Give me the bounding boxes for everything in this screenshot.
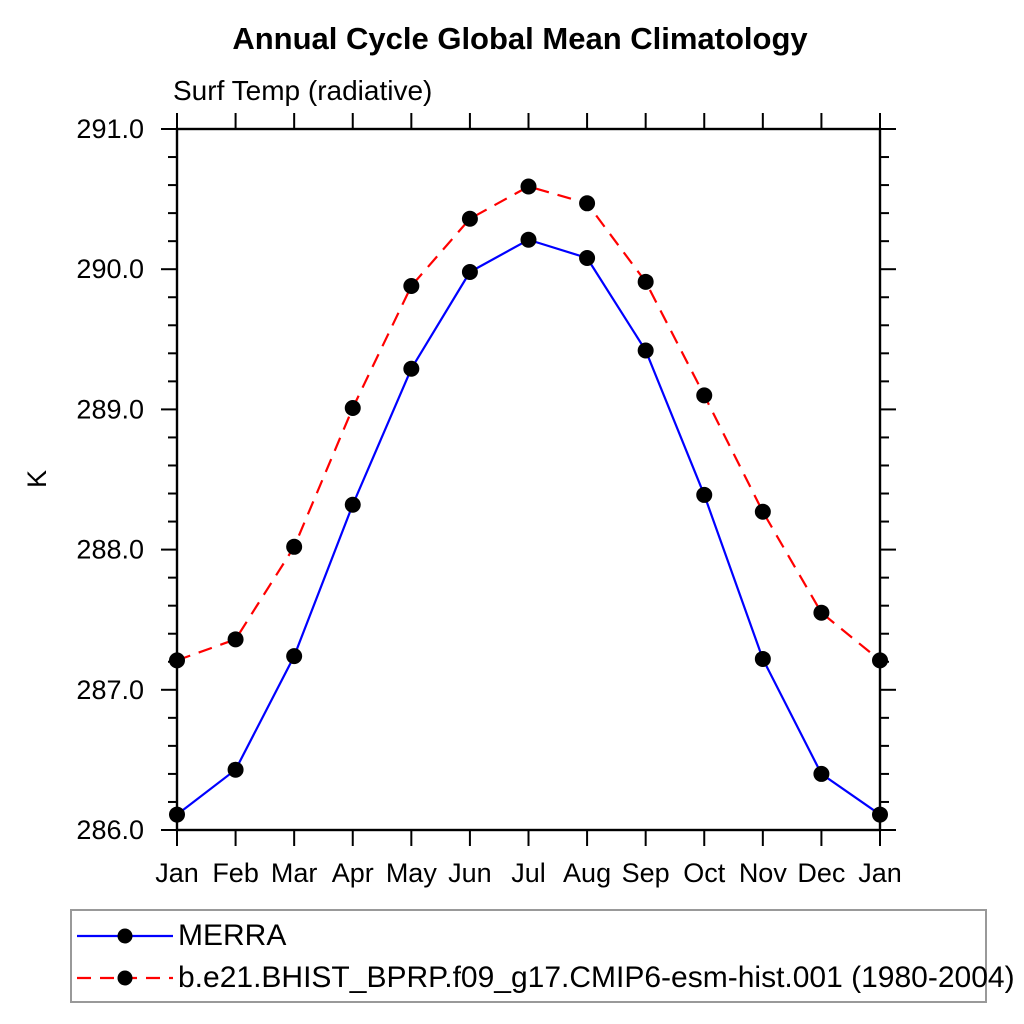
model-line-sample (77, 970, 173, 986)
plot-frame-rect (175, 127, 882, 832)
series-1-marker (461, 210, 478, 227)
series-1-marker (754, 503, 771, 520)
axis-ticks (161, 113, 896, 846)
series-0-marker (403, 360, 420, 377)
legend-item-model: b.e21.BHIST_BPRP.f09_g17.CMIP6-esm-hist.… (74, 957, 1015, 999)
y-tick-label: 288.0 (76, 535, 144, 565)
plot-frame (175, 127, 882, 832)
series-1-marker (579, 195, 596, 212)
x-tick-label: Jan (155, 858, 199, 888)
series-0-marker (579, 249, 596, 266)
y-tick-label: 289.0 (76, 394, 144, 424)
x-tick-label: Dec (797, 858, 845, 888)
legend-box: MERRA b.e21.BHIST_BPRP.f09_g17.CMIP6-esm… (70, 909, 1015, 1003)
axis-tick-labels: 286.0 287.0 288.0 289.0 290.0 291.0 Jan Feb Mar A… (76, 114, 901, 888)
series-1-marker (872, 652, 888, 669)
x-tick-label: Jan (858, 858, 902, 888)
series-0-marker (169, 806, 185, 823)
series-0-marker (872, 806, 888, 823)
series-1-marker (696, 387, 713, 404)
legend-label-model: b.e21.BHIST_BPRP.f09_g17.CMIP6-esm-hist.… (178, 961, 1015, 994)
series-0-line (176, 238, 881, 816)
series-1-marker (813, 604, 830, 621)
x-tick-label: Apr (332, 858, 374, 888)
series-1-marker (227, 631, 244, 648)
y-tick-label: 291.0 (76, 114, 144, 144)
x-tick-label: Feb (212, 858, 259, 888)
y-tick-label: 287.0 (76, 675, 144, 705)
series-1-marker (344, 399, 361, 416)
x-tick-label: Jul (511, 858, 546, 888)
y-tick-label: 286.0 (76, 815, 144, 845)
series-lines (169, 178, 888, 823)
series-1-marker (637, 273, 654, 290)
series-0-marker (696, 486, 713, 503)
series-1-line (176, 185, 881, 662)
series-0-marker (813, 765, 830, 782)
x-tick-label: Mar (271, 858, 318, 888)
chart-subtitle: Surf Temp (radiative) (173, 75, 432, 106)
x-tick-label: May (386, 858, 438, 888)
x-tick-label: Sep (622, 858, 670, 888)
series-0-marker (754, 650, 771, 667)
y-axis-label: K (22, 470, 52, 488)
legend-item-merra: MERRA (74, 915, 985, 957)
series-0-marker (286, 648, 303, 665)
series-1-marker (169, 652, 185, 669)
x-tick-label: Nov (739, 858, 788, 888)
series-0-marker (637, 342, 654, 359)
series-0-marker (461, 264, 478, 281)
chart-title: Annual Cycle Global Mean Climatology (232, 21, 808, 56)
x-tick-label: Aug (563, 858, 611, 888)
x-tick-label: Oct (683, 858, 726, 888)
series-0-marker (344, 496, 361, 513)
series-0-marker (520, 231, 537, 248)
series-1-marker (403, 278, 420, 295)
series-0-marker (227, 761, 244, 778)
x-tick-label: Jun (448, 858, 492, 888)
series-1-marker (520, 178, 537, 195)
merra-line-sample (77, 928, 173, 944)
legend-label-merra: MERRA (178, 919, 287, 952)
y-tick-label: 290.0 (76, 254, 144, 284)
series-1-marker (286, 538, 303, 555)
